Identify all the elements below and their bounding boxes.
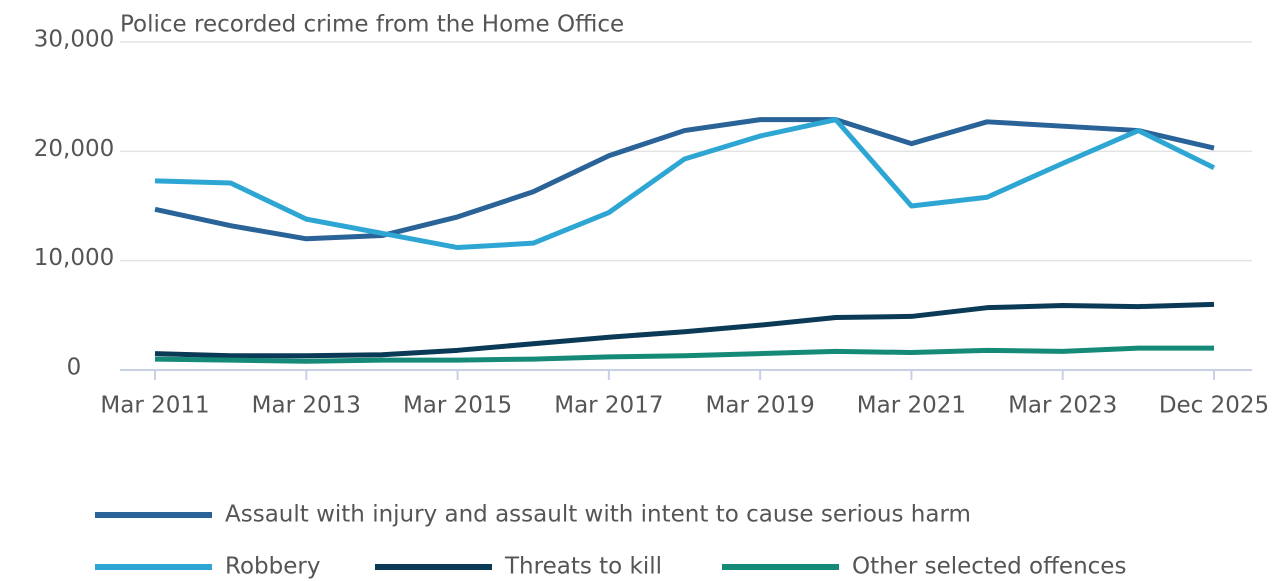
series-line [154, 345, 1214, 364]
x-tick-label: Mar 2021 [857, 393, 966, 419]
legend-label: Assault with injury and assault with int… [225, 502, 971, 528]
y-tick-label: 30,000 [34, 27, 114, 53]
series-line [154, 117, 1215, 242]
series-line [154, 301, 1215, 359]
x-tick-label: Mar 2013 [252, 393, 361, 419]
y-tick-label: 20,000 [34, 136, 114, 162]
legend-label: Threats to kill [504, 554, 662, 580]
y-tick-label: 10,000 [34, 245, 114, 271]
x-tick-label: Mar 2017 [554, 393, 663, 419]
chart-title: Police recorded crime from the Home Offi… [120, 12, 624, 38]
legend-label: Robbery [225, 554, 320, 580]
x-tick-label: Mar 2019 [706, 393, 815, 419]
x-tick-label: Mar 2011 [100, 393, 209, 419]
x-tick-label: Mar 2023 [1008, 393, 1117, 419]
x-tick-label: Mar 2015 [403, 393, 512, 419]
y-tick-label: 0 [67, 355, 82, 381]
x-tick-label: Dec 2025 [1159, 393, 1269, 419]
legend-label: Other selected offences [852, 554, 1126, 580]
series-line [154, 117, 1216, 251]
